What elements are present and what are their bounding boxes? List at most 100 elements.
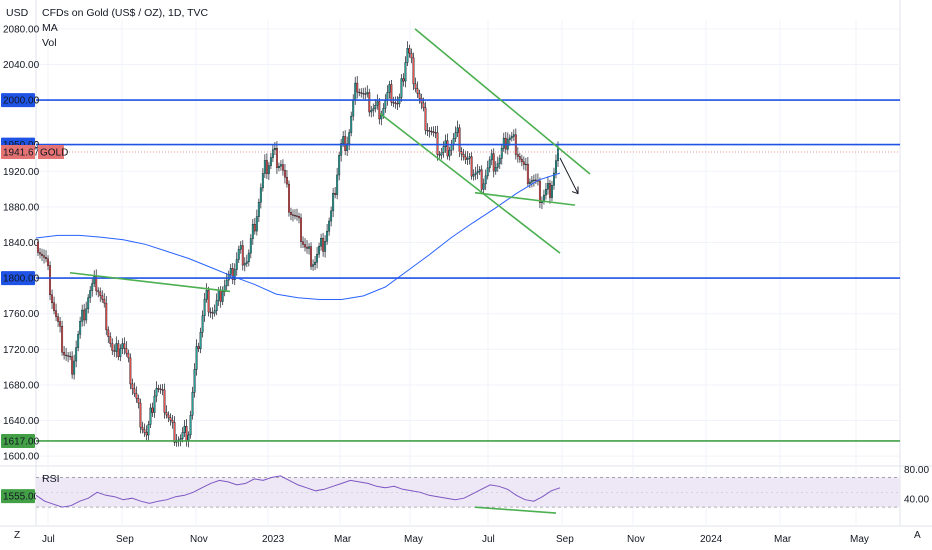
- y-tick-label: 1680.00: [3, 380, 40, 391]
- candle-body: [476, 171, 479, 174]
- candle-body: [87, 297, 90, 310]
- candle-body: [57, 316, 60, 322]
- candle-body: [360, 92, 363, 94]
- level-tag: [1, 93, 35, 108]
- candle-body: [555, 160, 557, 174]
- candle-body: [350, 115, 353, 133]
- candle-body: [498, 158, 501, 164]
- candle-body: [155, 388, 158, 397]
- candle-body: [181, 432, 184, 439]
- candle-body: [372, 108, 375, 111]
- candle-body: [37, 242, 39, 253]
- candle-body: [209, 311, 212, 314]
- candle-body: [111, 343, 114, 351]
- candle-body: [185, 426, 188, 442]
- candle-body: [191, 392, 194, 416]
- y-tick-label: 1760.00: [3, 309, 40, 320]
- candle-body: [233, 269, 236, 280]
- candle-body: [127, 352, 130, 359]
- candle-body: [231, 268, 234, 280]
- candle-body: [121, 343, 124, 349]
- candle-body: [310, 246, 313, 267]
- symbol-tag-label: GOLD: [40, 148, 68, 159]
- candle-body: [75, 347, 78, 362]
- rsi-label: RSI: [42, 473, 60, 485]
- candle-body: [414, 83, 417, 89]
- candle-body: [171, 420, 174, 423]
- candle-body: [542, 194, 545, 202]
- candle-body: [183, 426, 186, 433]
- candle-body: [165, 412, 168, 416]
- candle-body: [139, 402, 142, 428]
- candle-body: [466, 157, 469, 160]
- candle-body: [406, 48, 409, 63]
- candle-body: [356, 82, 359, 93]
- candle-body: [143, 429, 146, 433]
- candle-body: [97, 290, 100, 293]
- candle-body: [292, 214, 294, 216]
- candle-body: [125, 348, 128, 354]
- candle-body: [51, 294, 54, 304]
- candle-body: [117, 343, 120, 357]
- candle-body: [408, 48, 411, 54]
- candle-body: [71, 356, 74, 375]
- candle-body: [456, 127, 459, 133]
- candle-body: [322, 237, 325, 252]
- candle-body: [448, 149, 451, 157]
- candle-body: [460, 151, 463, 155]
- candle-body: [492, 153, 495, 172]
- level-tag: [1, 489, 35, 504]
- y-tick-label: 1640.00: [3, 416, 40, 427]
- candle-body: [109, 336, 112, 344]
- candle-body: [474, 172, 477, 175]
- candle-body: [85, 308, 88, 321]
- candle-body: [251, 224, 254, 239]
- candle-body: [41, 253, 43, 256]
- current-price-label: 1941.67: [3, 148, 40, 159]
- candle-body: [133, 388, 136, 394]
- candle-body: [376, 101, 379, 106]
- candle-body: [223, 285, 226, 292]
- candle-body: [43, 255, 45, 258]
- candle-body: [422, 102, 425, 109]
- currency-label: USD: [6, 7, 29, 19]
- candle-body: [334, 193, 337, 195]
- candle-body: [103, 299, 106, 304]
- x-tick-label: May: [850, 534, 869, 545]
- moving-average-line: [35, 172, 561, 300]
- y-tick-label: 1720.00: [3, 345, 40, 356]
- candle-body: [378, 101, 381, 120]
- x-tick-label: Sep: [116, 534, 134, 545]
- y-tick-label: 2080.00: [3, 24, 40, 35]
- candle-body: [526, 163, 529, 184]
- candle-body: [364, 93, 367, 95]
- candle-body: [486, 167, 489, 177]
- candle-body: [63, 352, 66, 356]
- candle-body: [229, 268, 232, 275]
- candle-body: [374, 105, 377, 109]
- candle-body: [504, 137, 507, 150]
- candle-body: [45, 257, 47, 260]
- corner-z: Z: [14, 530, 20, 541]
- candle-body: [384, 100, 387, 109]
- rsi-tick-label: 80.00: [904, 465, 929, 476]
- trendline: [414, 28, 591, 175]
- candle-body: [342, 136, 345, 144]
- candle-body: [267, 165, 270, 174]
- x-tick-label: May: [404, 534, 423, 545]
- candle-body: [259, 187, 262, 203]
- forecast-arrow-head: [571, 186, 579, 195]
- x-tick-label: Nov: [627, 534, 645, 545]
- candle-body: [219, 290, 222, 302]
- candle-body: [352, 99, 355, 117]
- candle-body: [500, 148, 503, 159]
- candle-body: [119, 348, 122, 357]
- candle-body: [298, 216, 300, 219]
- y-tick-label: 1920.00: [3, 167, 40, 178]
- candle-body: [462, 154, 465, 158]
- candle-body: [544, 189, 547, 196]
- candle-body: [524, 163, 527, 166]
